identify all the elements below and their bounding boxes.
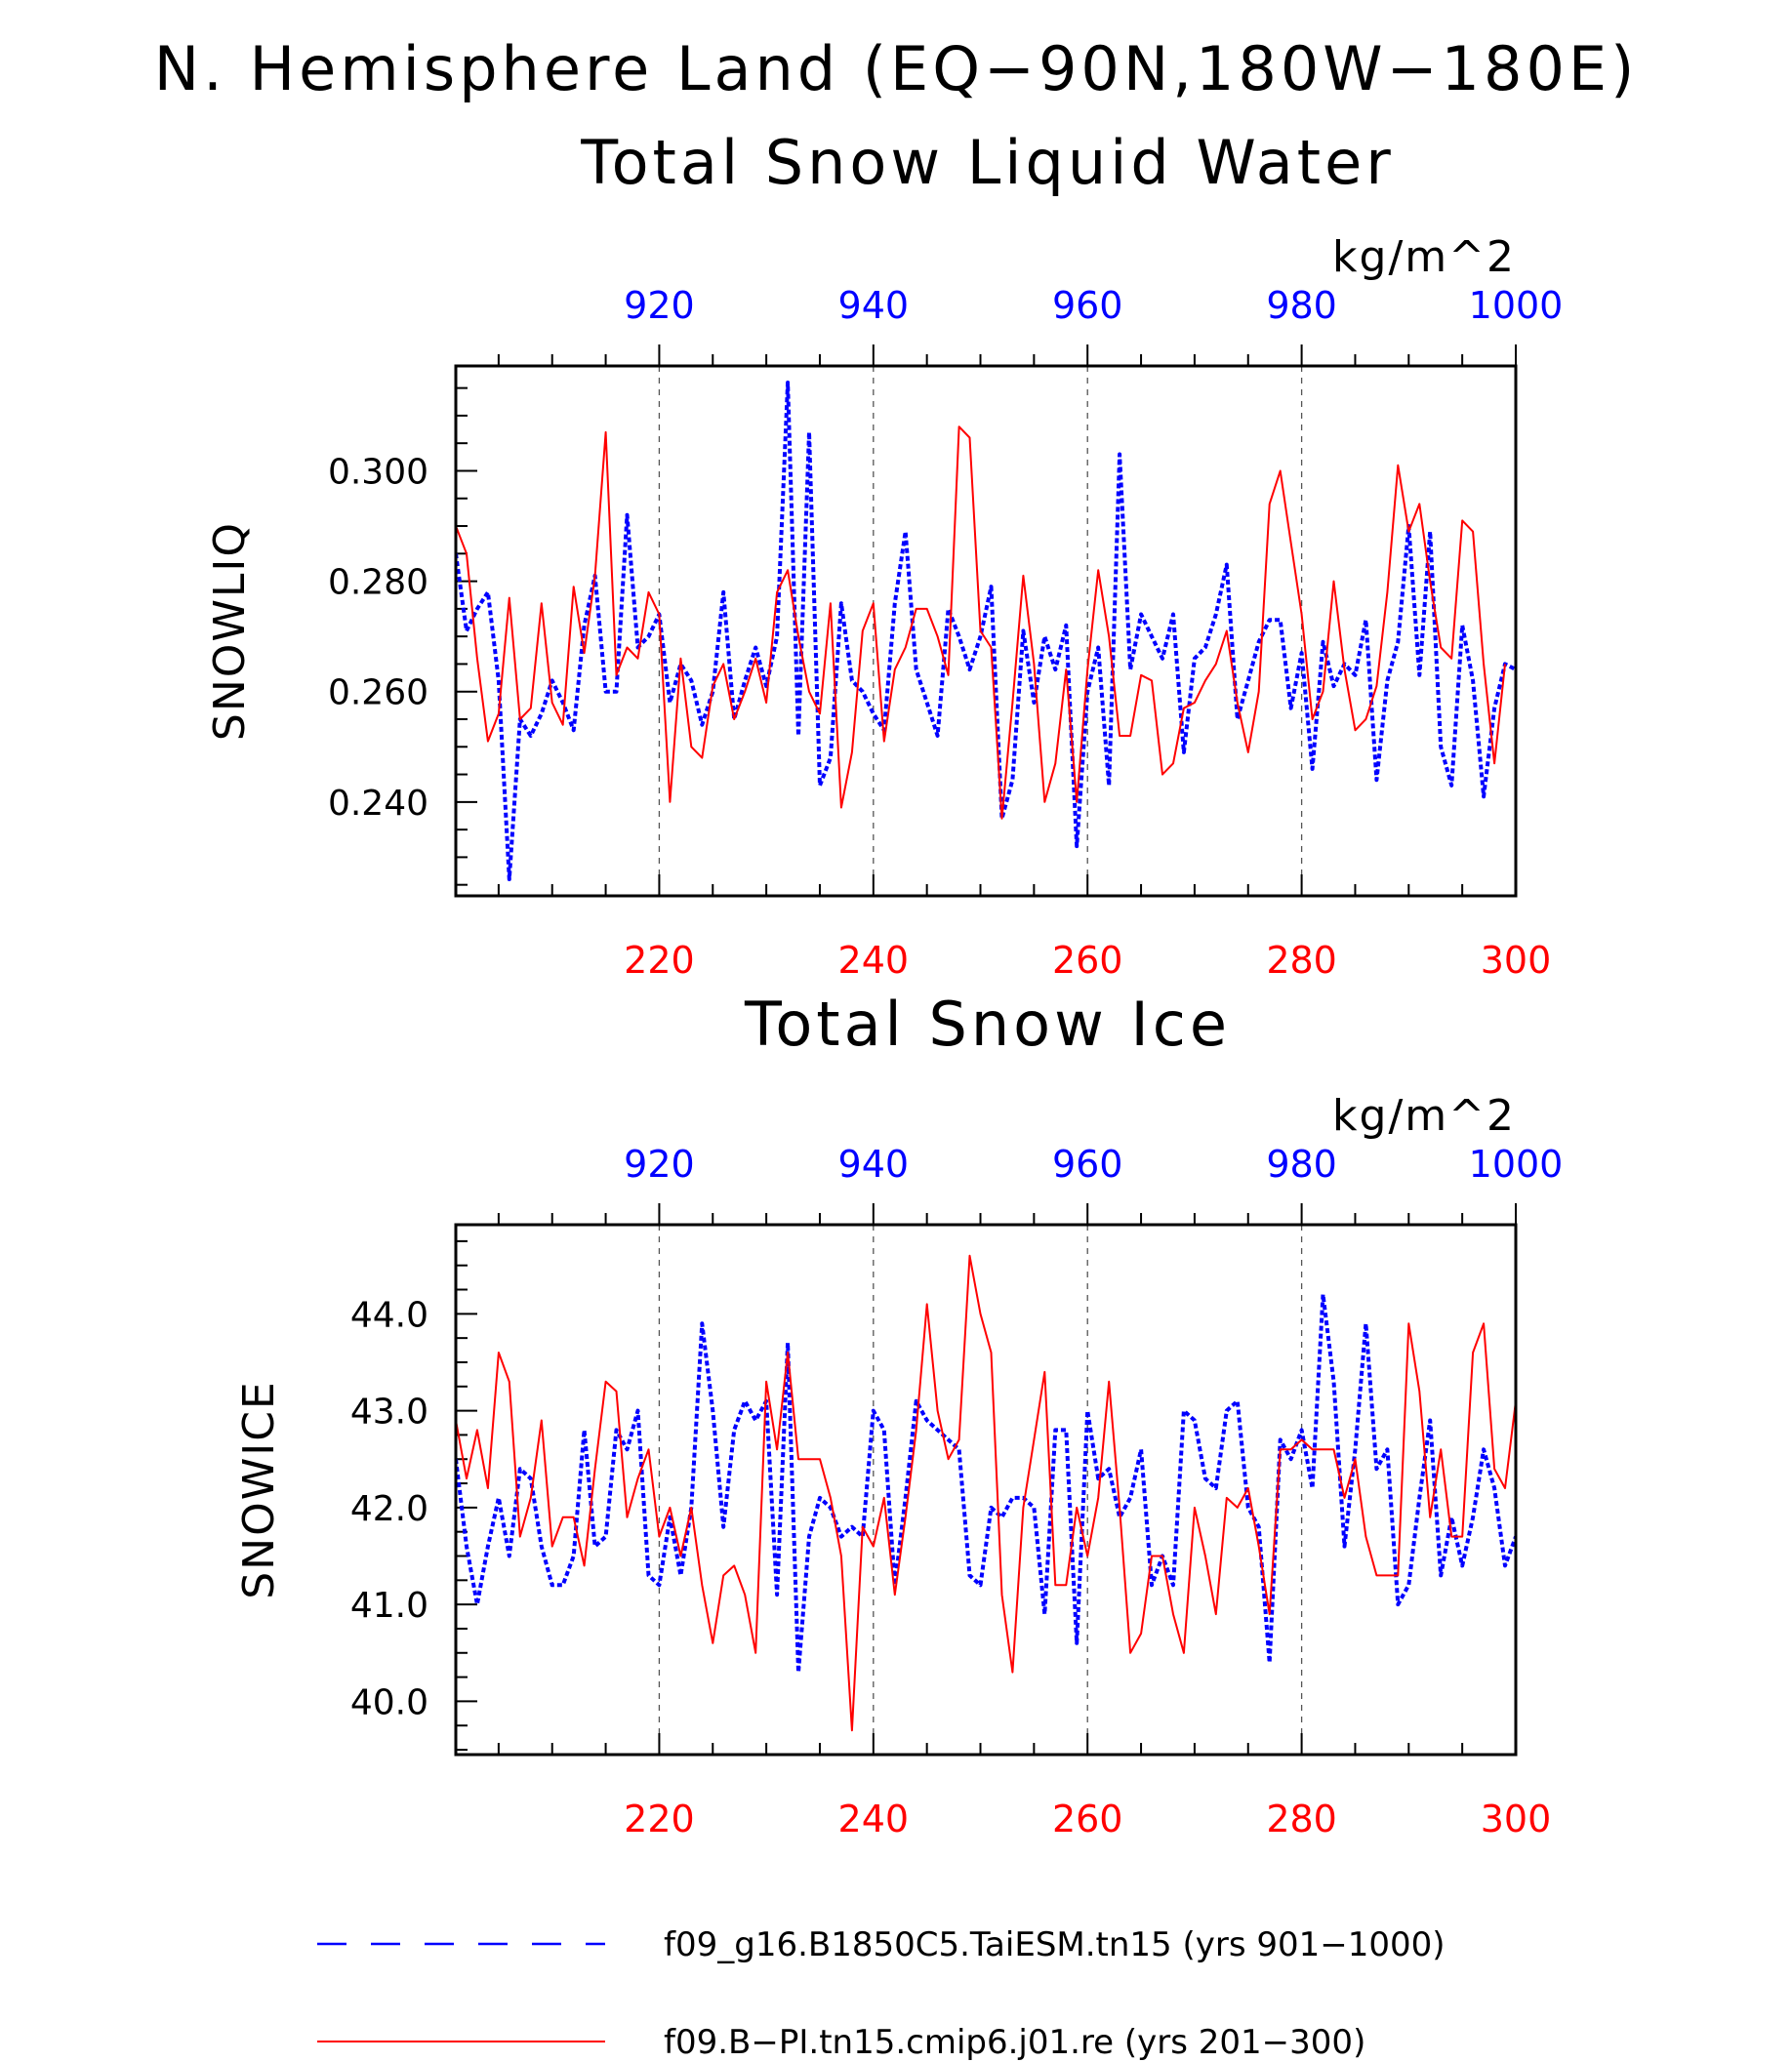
snowliq-xtick-label-top: 940 (838, 284, 910, 327)
snowice-units: kg/m^2 (1332, 1091, 1516, 1141)
snowice-xtick-label-bottom: 240 (838, 1798, 910, 1840)
panel1-title: Total Snow Liquid Water (580, 127, 1395, 198)
legend-label-taiesm: f09_g16.B1850C5.TaiESM.tn15 (yrs 901−100… (664, 1925, 1446, 1964)
panel-snowice: 40.0 41.0 42.0 43.0 44.0 220 240 260 280 300 920 94… (234, 1091, 1563, 1840)
snowice-xtick-label-bottom: 260 (1052, 1798, 1123, 1840)
snowice-xtick-label-top: 940 (838, 1143, 910, 1186)
snowliq-units: kg/m^2 (1332, 232, 1516, 282)
snowliq-ytick-label: 0.280 (328, 563, 428, 603)
snowice-ytick-label: 41.0 (350, 1586, 428, 1626)
snowliq-xtick-label-top: 980 (1266, 284, 1337, 327)
snowice-ytick-label: 43.0 (350, 1393, 428, 1433)
snowice-ylabel: SNOWICE (234, 1380, 284, 1598)
figure-title: N. Hemisphere Land (EQ−90N,180W−180E) (154, 33, 1639, 104)
snowice-xtick-label-top: 980 (1266, 1143, 1337, 1186)
snowliq-xtick-label-bottom: 300 (1481, 939, 1552, 982)
snowice-plot-frame (454, 1223, 1518, 1757)
snowliq-xtick-label-top: 960 (1052, 284, 1123, 327)
snowliq-xtick-label-bottom: 220 (624, 939, 695, 982)
snowliq-xtick-label-bottom: 240 (838, 939, 910, 982)
snowice-series-taiesm (456, 1292, 1516, 1675)
snowice-xtick-label-bottom: 280 (1266, 1798, 1337, 1840)
snowice-xtick-label-top: 1000 (1469, 1143, 1564, 1186)
snowice-xtick-label-bottom: 220 (624, 1798, 695, 1840)
snowliq-xtick-label-bottom: 280 (1266, 939, 1337, 982)
legend-label-cmip6: f09.B−PI.tn15.cmip6.j01.re (yrs 201−300) (664, 2023, 1365, 2062)
snowliq-ylabel: SNOWLIQ (205, 521, 255, 741)
panel-snowliq: 0.240 0.260 0.280 0.300 220 240 260 280 300 920 94… (205, 232, 1563, 982)
snowliq-xtick-label-bottom: 260 (1052, 939, 1123, 982)
snowice-xtick-label-bottom: 300 (1481, 1798, 1552, 1840)
snowice-ytick-label: 44.0 (350, 1295, 428, 1335)
snowliq-ytick-label: 0.260 (328, 673, 428, 713)
snowliq-series-taiesm (456, 381, 1516, 881)
panel2-title: Total Snow Ice (744, 989, 1231, 1060)
snowice-xtick-label-top: 960 (1052, 1143, 1123, 1186)
snowice-series-cmip6 (456, 1254, 1516, 1732)
snowliq-plot-frame (454, 364, 1518, 898)
snowice-ytick-label: 42.0 (350, 1489, 428, 1529)
legend: f09_g16.B1850C5.TaiESM.tn15 (yrs 901−100… (317, 1925, 1446, 2062)
snowliq-xtick-label-top: 1000 (1469, 284, 1564, 327)
snowliq-series-cmip6 (456, 425, 1506, 820)
snowice-xtick-label-top: 920 (624, 1143, 695, 1186)
snowliq-ytick-label: 0.300 (328, 452, 428, 492)
snowliq-ytick-label: 0.240 (328, 784, 428, 824)
snowliq-xtick-label-top: 920 (624, 284, 695, 327)
snowice-ytick-label: 40.0 (350, 1682, 428, 1722)
